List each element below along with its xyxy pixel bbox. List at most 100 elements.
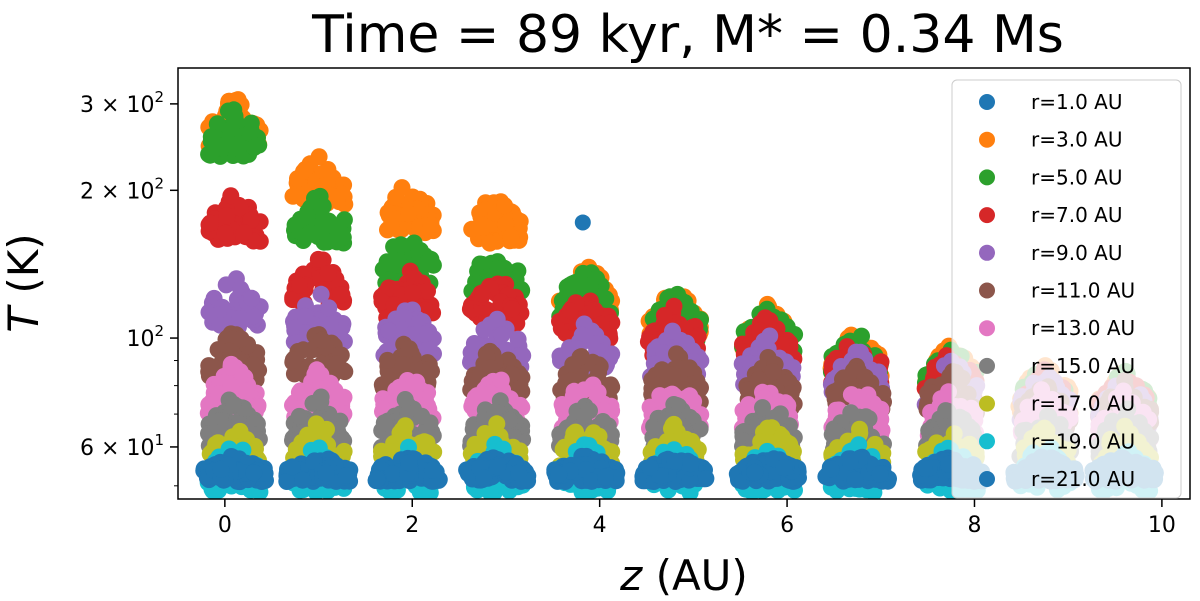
scatter-point — [307, 415, 325, 433]
scatter-point — [750, 370, 768, 388]
scatter-point — [222, 358, 240, 376]
scatter-point — [222, 377, 240, 395]
scatter-point — [231, 310, 249, 328]
scatter-point — [664, 416, 682, 434]
scatter-point — [503, 300, 521, 318]
scatter-point — [561, 302, 579, 320]
scatter-point — [756, 309, 774, 327]
scatter-point — [496, 197, 514, 215]
scatter-point — [394, 356, 411, 374]
scatter-point — [588, 385, 606, 403]
scatter-point — [396, 391, 414, 408]
scatter-point — [225, 395, 242, 413]
scatter-point — [294, 471, 312, 489]
scatter-point — [677, 431, 695, 449]
scatter-point — [826, 423, 844, 441]
scatter-point — [382, 217, 400, 235]
scatter-point — [482, 359, 499, 377]
scatter-point — [231, 199, 249, 217]
scatter-point — [413, 407, 431, 425]
scatter-point — [663, 366, 681, 384]
scatter-point — [575, 407, 593, 425]
scatter-point — [581, 277, 599, 295]
scatter-point — [476, 425, 494, 442]
scatter-point — [405, 234, 423, 252]
scatter-point — [317, 464, 335, 482]
scatter-point — [208, 115, 226, 133]
scatter-point — [514, 347, 532, 365]
scatter-point — [754, 399, 771, 417]
scatter-point — [681, 359, 698, 377]
scatter-point — [319, 265, 337, 282]
scatter-point — [493, 326, 511, 344]
scatter-point — [481, 234, 499, 252]
scatter-point — [296, 160, 314, 178]
scatter-point — [559, 281, 577, 299]
scatter-point — [937, 402, 955, 420]
scatter-point — [463, 220, 481, 238]
chart-title: Time = 89 kyr, M* = 0.34 Ms — [311, 5, 1064, 65]
scatter-point — [415, 325, 433, 343]
scatter-point — [465, 335, 483, 352]
scatter-point — [278, 473, 296, 490]
scatter-point — [320, 299, 338, 317]
scatter-point — [391, 424, 409, 442]
scatter-point — [337, 467, 355, 484]
scatter-point — [858, 373, 876, 390]
scatter-point — [380, 322, 398, 340]
scatter-point — [849, 388, 867, 406]
scatter-point — [574, 214, 591, 231]
scatter-point — [564, 356, 582, 374]
scatter-point — [379, 351, 396, 369]
scatter-point — [284, 291, 302, 309]
scatter-point — [552, 381, 570, 399]
scatter-point — [284, 351, 302, 369]
scatter-point — [422, 216, 440, 234]
scatter-point — [685, 393, 703, 410]
scatter-point — [387, 188, 405, 206]
scatter-point — [328, 355, 346, 373]
scatter-point — [235, 224, 253, 242]
scatter-point — [217, 276, 235, 294]
series-r-1-0-AU — [574, 214, 591, 231]
scatter-point — [309, 250, 327, 268]
scatter-point — [321, 314, 339, 332]
scatter-point — [408, 373, 426, 391]
scatter-point — [375, 414, 393, 432]
scatter-point — [419, 340, 437, 358]
scatter-point — [502, 228, 520, 246]
scatter-point — [586, 301, 604, 319]
scatter-point — [501, 411, 519, 429]
scatter-point — [481, 484, 499, 499]
scatter-point — [202, 128, 220, 146]
scatter-point — [218, 207, 236, 225]
scatter-point — [392, 236, 410, 254]
scatter-point — [286, 216, 304, 234]
scatter-point — [400, 340, 418, 358]
scatter-point — [423, 461, 441, 479]
scatter-point — [245, 464, 263, 482]
scatter-point — [332, 286, 350, 304]
scatter-point — [510, 464, 528, 482]
scatter-point — [242, 211, 260, 229]
scatter-point — [509, 330, 527, 348]
scatter-point — [664, 322, 681, 340]
scatter-point — [238, 382, 255, 400]
scatter-point — [489, 458, 507, 476]
scatter-point — [384, 465, 401, 483]
scatter-point — [583, 472, 600, 490]
scatter-point — [245, 138, 263, 156]
scatter-point — [497, 215, 515, 233]
scatter-point — [325, 232, 343, 250]
scatter-point — [488, 310, 506, 328]
scatter-point — [283, 458, 301, 476]
scatter-point — [755, 332, 773, 350]
scatter-point — [214, 137, 232, 155]
scatter-point — [852, 343, 869, 361]
scatter-point — [404, 284, 422, 302]
scatter-point — [232, 330, 250, 348]
scatter-point — [290, 407, 308, 425]
scatter-point — [573, 326, 591, 344]
scatter-point — [474, 285, 492, 303]
scatter-point — [306, 365, 324, 383]
